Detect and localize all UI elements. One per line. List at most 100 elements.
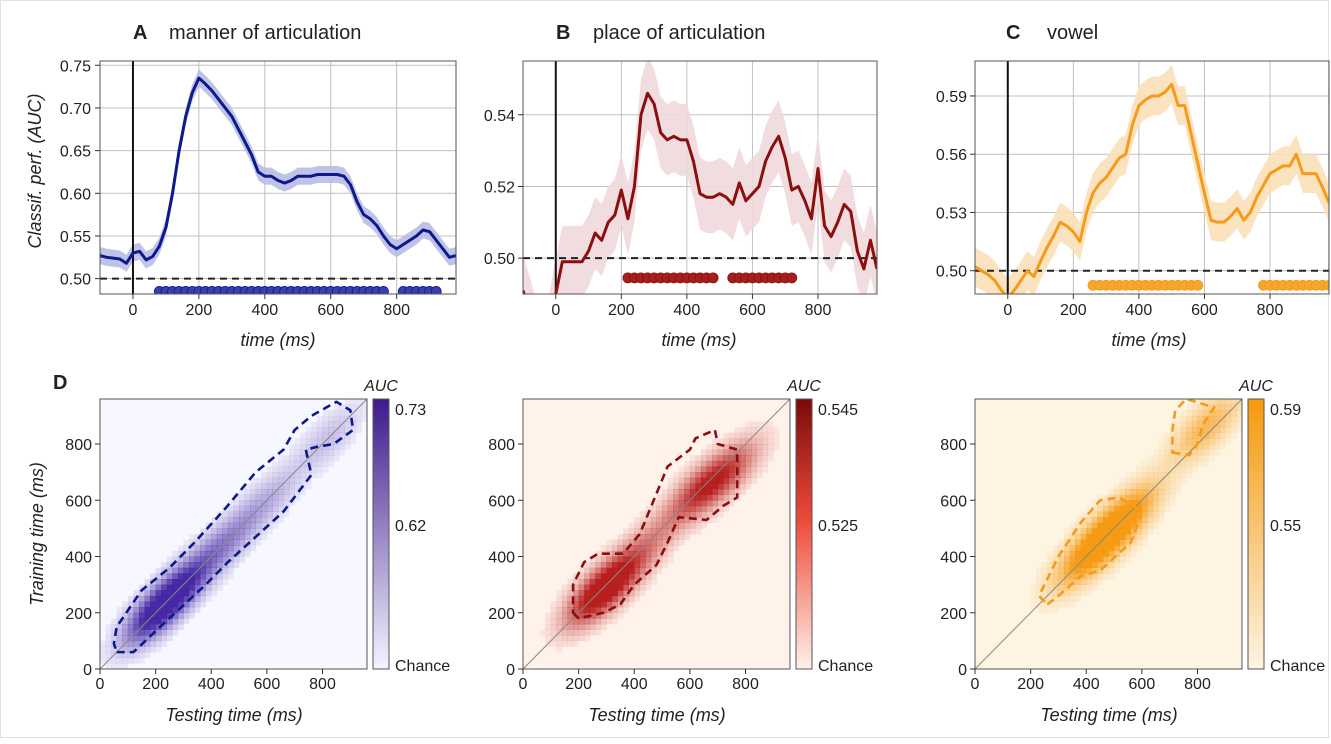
heatmap-cell [211,517,218,524]
heatmap-cell [166,601,173,608]
heatmap-cell [1075,584,1081,591]
heatmap-cell [294,438,301,445]
heatmap-cell [1052,601,1059,608]
heatmap-cell [689,505,696,512]
heatmap-cell [1197,410,1204,417]
x-tick-label: 800 [383,302,410,319]
heatmap-cell [105,624,112,630]
heatmap-cell [227,522,234,529]
heatmap-cell [561,640,568,647]
heatmap-cell [1125,534,1132,540]
heatmap-cell [767,449,774,456]
heatmap-cell [1230,399,1237,405]
heatmap-cell [278,460,284,467]
heatmap-cell [567,640,574,647]
heatmap-cell [233,500,240,507]
heatmap-cell [695,460,702,467]
heatmap-cell [695,466,702,473]
heatmap-cell [172,624,179,630]
heatmap-cell [639,556,646,563]
x-axis-label-d3: Testing time (ms) [1040,705,1177,725]
heatmap-cell [550,601,557,608]
heatmap-cell [289,455,295,462]
heatmap-cell [322,449,329,456]
heatmap-cell [1136,483,1143,490]
heatmap-cell [1158,472,1165,479]
heatmap-cell [205,573,212,580]
heatmap-cell [673,545,680,552]
heatmap-cell [183,550,190,557]
heatmap-cell [1147,500,1154,507]
heatmap-cell [194,562,201,569]
heatmap-cell [1214,427,1221,434]
heatmap-cell [144,607,151,614]
heatmap-cell [561,629,568,636]
significance-dot [430,286,442,294]
heatmap-cell [105,629,112,636]
heatmap-cell [328,410,334,417]
heatmap-cell [634,595,641,602]
heatmap-cell [600,601,607,608]
heatmap-cell [122,612,129,619]
heatmap-cell [127,629,134,636]
heatmap-cell [1102,550,1109,557]
heatmap-cell [706,511,713,518]
heatmap-cell [723,466,730,473]
heatmap-cell [1075,590,1081,597]
colorbar-gradient [795,398,813,670]
heatmap-cell [767,455,774,462]
heatmap-cell [183,612,190,619]
heatmap-cell [717,444,724,450]
heatmap-cell [678,522,685,529]
heatmap-cell [233,522,240,529]
heatmap-cell [1169,500,1176,507]
heatmap-cell [1041,567,1048,574]
heatmap-cell [1108,517,1115,524]
heatmap-cell [1086,539,1093,546]
heatmap-cell [1180,444,1187,450]
heatmap-cell [623,567,629,574]
heatmap-cell [1214,438,1221,445]
heatmap-cell [133,612,140,619]
heatmap-cell [1064,584,1070,591]
heatmap-cell [561,601,568,608]
y-tick-label: 0.54 [484,108,515,125]
heatmap-cell [155,640,162,647]
heatmap-cell [161,590,168,597]
heatmap-cell [606,567,613,574]
heatmap-cell [122,607,129,614]
heatmap-cell [584,618,591,625]
heatmap-cell [1125,522,1132,529]
heatmap-cell [283,489,290,495]
heatmap-cell [1058,573,1065,580]
heatmap-cell [617,584,624,591]
heatmap-cell [1191,466,1198,473]
heatmap-cell [712,505,718,512]
heatmap-cell [645,550,652,557]
heatmap-cell [1186,466,1193,473]
heatmap-cell [166,562,173,569]
heatmap-cell [545,612,552,619]
heatmap-cell [1075,528,1081,535]
heatmap-cell [678,534,685,540]
heatmap-cell [561,595,568,602]
heatmap-cell [617,612,624,619]
heatmap-cell [1158,500,1165,507]
heatmap-cell [695,472,702,479]
heatmap-cell [1141,511,1148,518]
heatmap-cell [1080,522,1087,529]
heatmap-cell [300,455,307,462]
heatmap-cell [205,567,212,574]
heatmap-cell [628,573,635,580]
heatmap-cell [255,517,262,524]
heatmap-cell [316,449,323,456]
heatmap-cell [689,472,696,479]
heatmap-cell [250,489,257,495]
heatmap-cell [1208,399,1215,405]
heatmap-cell [701,494,707,501]
heatmap-cell [194,601,201,608]
heatmap-cell [1108,511,1115,518]
heatmap-cell [1064,550,1070,557]
heatmap-cell [216,522,223,529]
x-axis-label-a: time (ms) [241,330,316,350]
